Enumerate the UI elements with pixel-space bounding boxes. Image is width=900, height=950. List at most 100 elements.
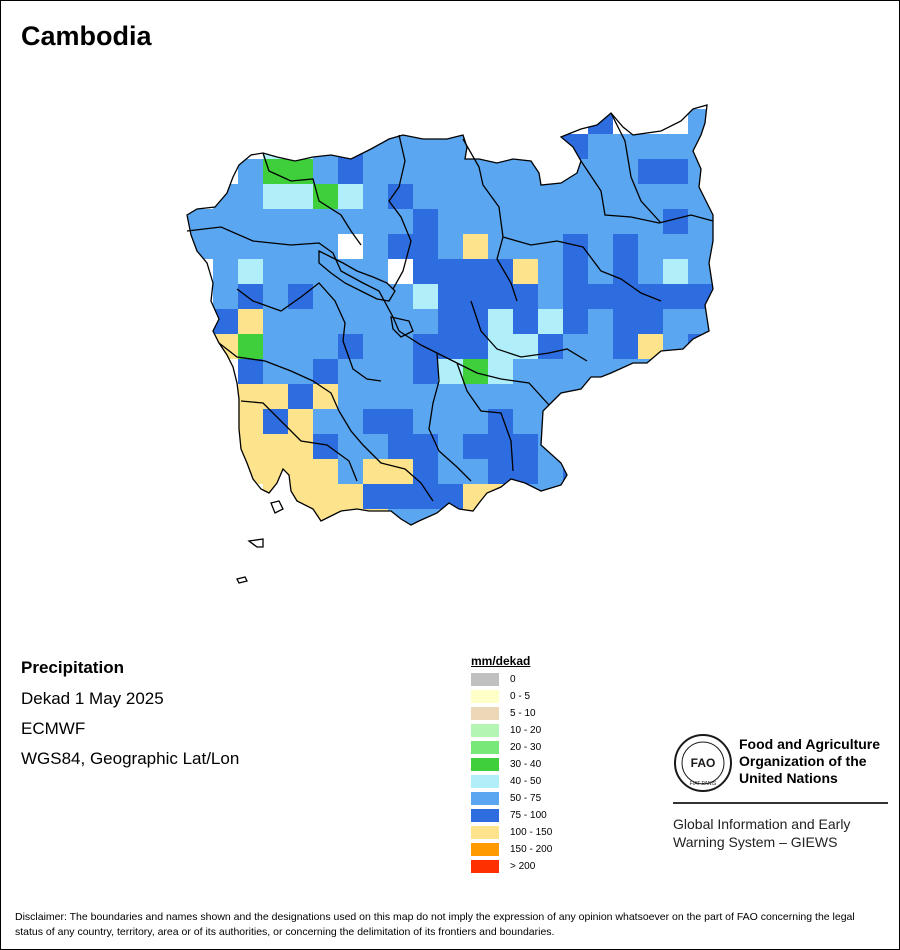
grid-cell xyxy=(613,209,638,234)
grid-cell xyxy=(363,234,388,259)
grid-cell xyxy=(288,259,313,284)
legend-label: 75 - 100 xyxy=(510,809,547,821)
grid-cell xyxy=(413,484,438,509)
grid-cell xyxy=(438,334,463,359)
legend-item: 150 - 200 xyxy=(471,842,552,856)
legend-item: 30 - 40 xyxy=(471,757,541,771)
grid-cell xyxy=(263,134,288,159)
grid-cell xyxy=(438,159,463,184)
grid-cell xyxy=(363,184,388,209)
grid-cell xyxy=(488,334,513,359)
grid-cell xyxy=(238,434,263,459)
grid-cell xyxy=(438,384,463,409)
grid-cell xyxy=(688,359,713,384)
grid-cell xyxy=(363,159,388,184)
grid-cell xyxy=(563,259,588,284)
grid-cell xyxy=(738,209,763,234)
legend-swatch xyxy=(471,825,499,839)
grid-cell xyxy=(363,334,388,359)
grid-cell xyxy=(363,434,388,459)
grid-cell xyxy=(388,234,413,259)
province-border xyxy=(236,282,382,382)
giews-line: Warning System – GIEWS xyxy=(673,834,838,850)
legend-item: 5 - 10 xyxy=(471,706,536,720)
grid-cell xyxy=(738,184,763,209)
grid-cell xyxy=(488,459,513,484)
grid-cell xyxy=(588,234,613,259)
grid-cell xyxy=(763,209,788,234)
legend-item: 20 - 30 xyxy=(471,740,541,754)
grid-cell xyxy=(413,159,438,184)
grid-cell xyxy=(513,259,538,284)
grid-cell xyxy=(338,184,363,209)
grid-cell xyxy=(788,184,813,209)
grid-cell xyxy=(513,209,538,234)
grid-cell xyxy=(288,309,313,334)
grid-cell xyxy=(713,259,738,284)
grid-cell xyxy=(738,309,763,334)
grid-cell xyxy=(413,284,438,309)
organization-name-line: United Nations xyxy=(739,770,838,786)
legend-label: 150 - 200 xyxy=(510,843,553,855)
grid-cell xyxy=(788,259,813,284)
grid-cell xyxy=(463,359,488,384)
legend-label: 100 - 150 xyxy=(510,826,553,838)
grid-cell xyxy=(388,209,413,234)
grid-cell xyxy=(263,359,288,384)
grid-cell xyxy=(288,284,313,309)
grid-cell xyxy=(238,234,263,259)
grid-cell xyxy=(563,184,588,209)
grid-cell xyxy=(463,384,488,409)
grid-cell xyxy=(313,434,338,459)
legend-item: > 200 xyxy=(471,859,535,873)
organization-name: Food and Agriculture Organization of the… xyxy=(739,736,880,787)
grid-cell xyxy=(363,209,388,234)
grid-cell xyxy=(263,159,288,184)
legend-swatch xyxy=(471,706,499,720)
grid-cell xyxy=(438,434,463,459)
island xyxy=(236,576,248,584)
grid-cell xyxy=(288,409,313,434)
grid-cell xyxy=(238,284,263,309)
grid-cell xyxy=(638,234,663,259)
grid-cell xyxy=(613,434,638,459)
grid-cell xyxy=(738,359,763,384)
legend-swatch xyxy=(471,842,499,856)
grid-cell xyxy=(763,259,788,284)
grid-cell xyxy=(413,209,438,234)
grid-cell xyxy=(463,334,488,359)
grid-cell xyxy=(538,134,563,159)
grid-cell xyxy=(613,409,638,434)
grid-cell xyxy=(513,234,538,259)
giews-label: Global Information and Early Warning Sys… xyxy=(673,815,850,851)
grid-cell xyxy=(388,484,413,509)
grid-cell xyxy=(713,459,738,484)
legend-swatch xyxy=(471,774,499,788)
grid-cell xyxy=(338,509,363,525)
grid-cell xyxy=(363,384,388,409)
grid-cell xyxy=(713,184,738,209)
grid-cell xyxy=(663,184,688,209)
grid-cell xyxy=(613,459,638,484)
grid-cell xyxy=(563,434,588,459)
grid-cell xyxy=(663,359,688,384)
legend-swatch xyxy=(471,723,499,737)
grid-cell xyxy=(588,134,613,159)
grid-cell xyxy=(713,284,738,309)
grid-cell xyxy=(213,209,238,234)
grid-cell xyxy=(313,309,338,334)
grid-cell xyxy=(288,209,313,234)
grid-cell xyxy=(688,334,713,359)
grid-cell xyxy=(238,259,263,284)
grid-cell xyxy=(588,184,613,209)
grid-cell xyxy=(663,334,688,359)
grid-cell xyxy=(388,409,413,434)
grid-cell xyxy=(538,284,563,309)
grid-cell xyxy=(763,159,788,184)
grid-cell xyxy=(288,384,313,409)
grid-cell xyxy=(688,234,713,259)
legend-label: 0 - 5 xyxy=(510,690,531,702)
grid-cell xyxy=(463,459,488,484)
legend-swatch xyxy=(471,672,499,686)
grid-cell xyxy=(413,309,438,334)
